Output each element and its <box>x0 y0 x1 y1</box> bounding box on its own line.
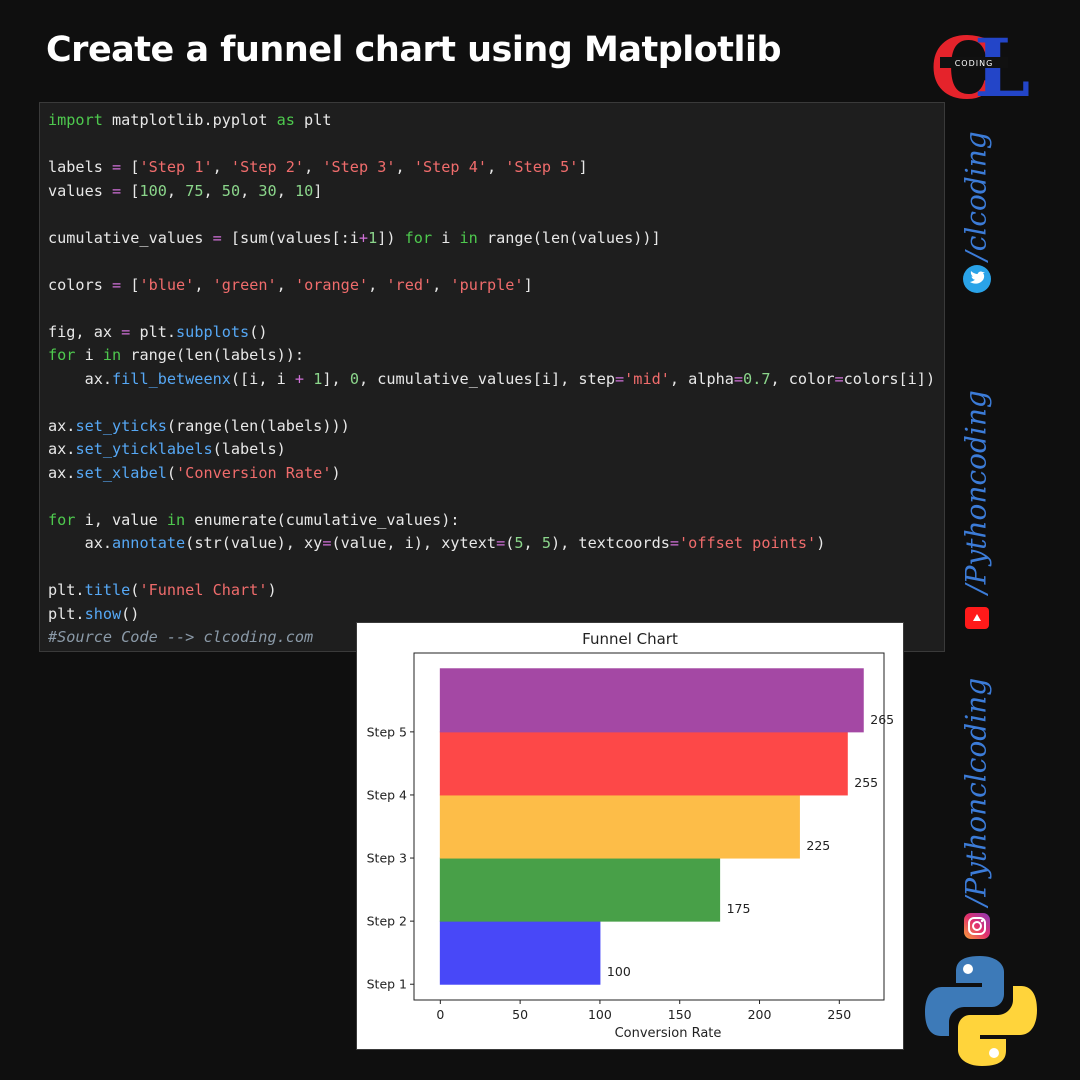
x-tick-label: 200 <box>748 1007 772 1022</box>
code-line: labels = ['Step 1', 'Step 2', 'Step 3', … <box>48 158 588 176</box>
chart-svg: 100 175 225 255 265 0 50 100 150 200 250 Step 1 Step… <box>367 652 894 1022</box>
code-line <box>48 250 944 274</box>
twitter-icon[interactable] <box>963 265 991 293</box>
y-tick-label: Step 5 <box>367 724 407 739</box>
funnel-bar <box>439 668 864 733</box>
code-line <box>48 133 944 157</box>
clcoding-logo: C L CODING <box>930 20 1030 104</box>
funnel-bar <box>439 920 601 985</box>
x-tick-label: 150 <box>668 1007 692 1022</box>
y-tick-label: Step 1 <box>367 977 407 992</box>
youtube-icon[interactable] <box>963 604 991 632</box>
y-tick-label: Step 4 <box>367 787 407 802</box>
code-line: ax.set_yticklabels(labels) <box>48 440 286 458</box>
code-block: import matplotlib.pyplot as plt labels =… <box>40 103 944 650</box>
instagram-icon[interactable] <box>963 912 991 940</box>
code-editor[interactable]: import matplotlib.pyplot as plt labels =… <box>39 102 945 652</box>
code-line <box>48 485 944 509</box>
code-line: values = [100, 75, 50, 30, 10] <box>48 181 323 200</box>
code-line: cumulative_values = [sum(values[:i+1]) f… <box>48 228 661 247</box>
code-line <box>48 203 944 227</box>
handle-twitter-text: /clcoding <box>959 131 993 261</box>
bar-value-label: 175 <box>727 901 751 916</box>
chart-title: Funnel Chart <box>582 630 678 648</box>
y-tick-label: Step 3 <box>367 851 407 866</box>
x-tick-label: 50 <box>512 1007 528 1022</box>
handle-instagram-text: /Pythonclcoding <box>959 677 993 907</box>
code-line: ax.fill_betweenx([i, i + 1], 0, cumulati… <box>48 369 936 388</box>
code-line: plt.title('Funnel Chart') <box>48 581 277 599</box>
code-line <box>48 391 944 415</box>
funnel-bar <box>439 731 848 796</box>
plot-frame <box>413 652 885 1001</box>
code-line: for i, value in enumerate(cumulative_val… <box>48 510 460 529</box>
code-line: #Source Code --> clcoding.com <box>48 628 314 646</box>
handle-instagram[interactable]: /Pythonclcoding <box>946 678 1006 906</box>
code-line: ax.set_xlabel('Conversion Rate') <box>48 463 341 482</box>
funnel-bar <box>439 794 800 859</box>
code-line <box>48 297 944 321</box>
python-logo-icon <box>925 956 1037 1066</box>
x-axis-label: Conversion Rate <box>614 1026 722 1041</box>
code-line: colors = ['blue', 'green', 'orange', 're… <box>48 275 533 294</box>
handle-youtube[interactable]: /Pythoncoding <box>946 390 1006 594</box>
code-line: ax.annotate(str(value), xy=(value, i), x… <box>48 534 826 552</box>
code-line: fig, ax = plt.subplots() <box>48 322 268 341</box>
code-line: ax.set_yticks(range(len(labels))) <box>48 416 350 435</box>
x-tick-label: 250 <box>827 1007 851 1022</box>
bar-value-label: 265 <box>870 712 894 727</box>
funnel-bar <box>439 857 721 922</box>
code-line: for i in range(len(labels)): <box>48 346 305 364</box>
code-line: import matplotlib.pyplot as plt <box>48 111 332 129</box>
bar-value-label: 100 <box>607 964 631 979</box>
page-title: Create a funnel chart using Matplotlib <box>46 30 782 70</box>
bar-value-label: 225 <box>806 838 830 853</box>
handle-youtube-text: /Pythoncoding <box>959 390 993 594</box>
x-tick-label: 100 <box>588 1007 612 1022</box>
logo-text: CODING <box>955 59 994 68</box>
code-line <box>48 556 944 580</box>
x-tick-label: 0 <box>436 1007 444 1022</box>
chart-output: Funnel Chart 100 175 225 255 265 0 50 100 150 200… <box>356 622 904 1050</box>
bar-value-label: 255 <box>854 775 878 790</box>
y-tick-label: Step 2 <box>367 914 407 929</box>
code-line: plt.show() <box>48 604 140 623</box>
